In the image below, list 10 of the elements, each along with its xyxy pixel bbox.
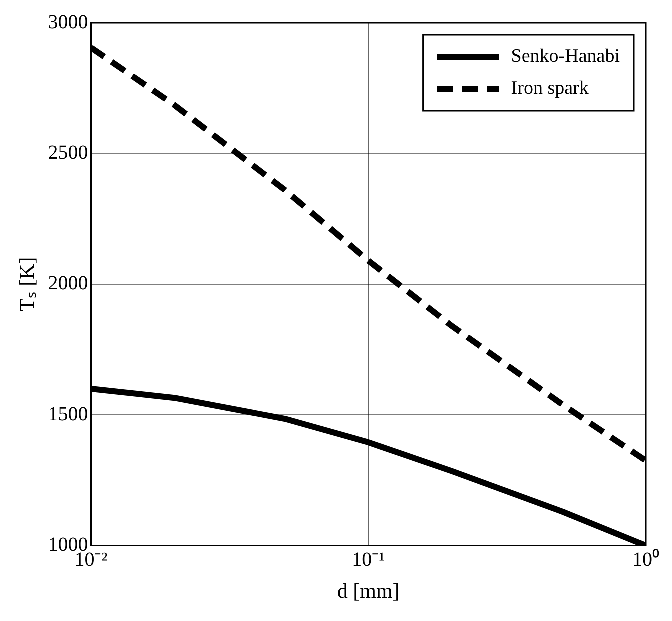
y-tick-label: 1500 [48, 403, 88, 426]
x-tick-label: 10⁻¹ [352, 549, 386, 572]
legend-label: Iron spark [511, 78, 590, 99]
y-tick-label: 3000 [48, 11, 88, 34]
x-axis-title: d [mm] [337, 578, 400, 603]
y-axis-title: Tₛ [K] [15, 257, 40, 312]
y-tick-label: 2000 [48, 272, 88, 295]
x-tick-label: 10⁰ [632, 548, 660, 572]
y-tick-label: 2500 [48, 142, 88, 164]
legend-label: Senko-Hanabi [511, 46, 620, 67]
